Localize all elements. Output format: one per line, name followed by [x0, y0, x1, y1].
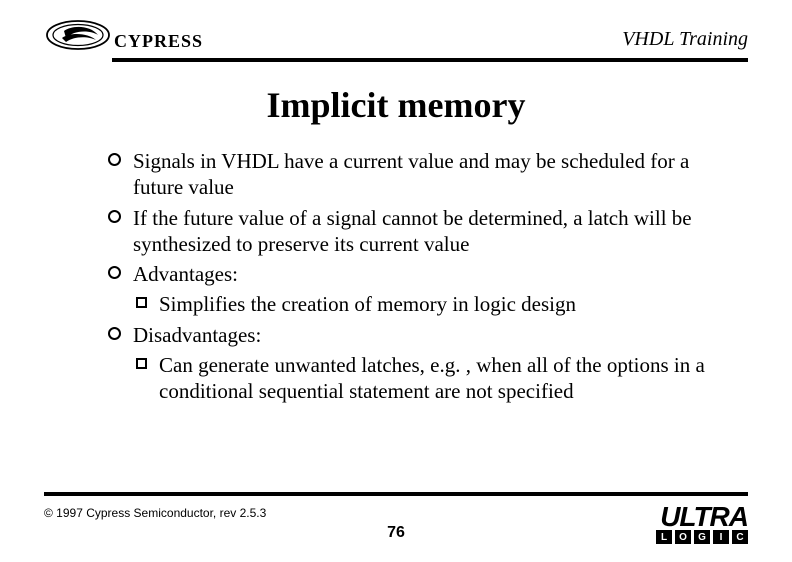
header-title: VHDL Training: [622, 28, 748, 51]
header: CYPRESS VHDL Training: [44, 18, 748, 57]
ultra-box-letter: I: [713, 530, 729, 544]
bullet-text: Signals in VHDL have a current value and…: [133, 148, 738, 201]
list-item: Signals in VHDL have a current value and…: [108, 148, 738, 201]
cypress-logo: CYPRESS: [44, 18, 203, 52]
ultra-box-letter: G: [694, 530, 710, 544]
slide: CYPRESS VHDL Training Implicit memory Si…: [0, 0, 792, 562]
list-item: Advantages:: [108, 261, 738, 287]
footer-rule: [44, 492, 748, 496]
ultra-logo-word: ULTRA: [656, 506, 748, 528]
ultra-logo: ULTRA L O G I C: [656, 506, 748, 544]
cypress-logo-text: CYPRESS: [114, 31, 203, 52]
list-item: If the future value of a signal cannot b…: [108, 205, 738, 258]
bullet-square-icon: [136, 297, 147, 308]
list-item: Disadvantages:: [108, 322, 738, 348]
ultra-box-letter: O: [675, 530, 691, 544]
bullet-circle-icon: [108, 153, 121, 166]
body-content: Signals in VHDL have a current value and…: [108, 148, 738, 408]
ultra-logo-boxes: L O G I C: [656, 530, 748, 544]
ultra-box-letter: C: [732, 530, 748, 544]
copyright-text: © 1997 Cypress Semiconductor, rev 2.5.3: [44, 506, 266, 520]
slide-title: Implicit memory: [0, 84, 792, 126]
bullet-text: Can generate unwanted latches, e.g. , wh…: [159, 352, 738, 405]
bullet-circle-icon: [108, 266, 121, 279]
list-item: Can generate unwanted latches, e.g. , wh…: [136, 352, 738, 405]
bullet-text: Disadvantages:: [133, 322, 738, 348]
ultra-box-letter: L: [656, 530, 672, 544]
header-rule: [112, 58, 748, 62]
bullet-circle-icon: [108, 327, 121, 340]
list-item: Simplifies the creation of memory in log…: [136, 291, 738, 317]
cypress-logo-icon: [44, 18, 112, 52]
bullet-text: Advantages:: [133, 261, 738, 287]
bullet-text: If the future value of a signal cannot b…: [133, 205, 738, 258]
bullet-square-icon: [136, 358, 147, 369]
bullet-text: Simplifies the creation of memory in log…: [159, 291, 738, 317]
bullet-circle-icon: [108, 210, 121, 223]
